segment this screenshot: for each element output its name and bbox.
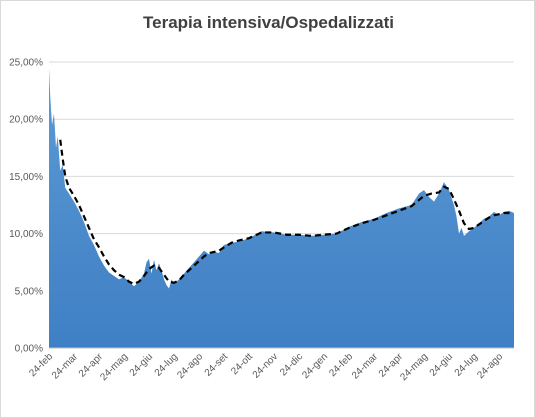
x-tick-label: 24-mar xyxy=(50,351,81,382)
y-tick-label: 5,00% xyxy=(15,286,43,297)
x-tick-label: 24-giu xyxy=(428,351,455,378)
x-tick-label: 24-mag xyxy=(398,351,430,383)
area-series xyxy=(49,67,514,348)
y-tick-label: 20,00% xyxy=(9,115,43,126)
x-tick-label: 24-ago xyxy=(475,351,505,381)
chart-title: Terapia intensiva/Ospedalizzati xyxy=(143,13,394,32)
x-tick-label: 24-mar xyxy=(350,351,381,382)
x-tick-label: 24-set xyxy=(203,351,231,379)
x-tick-label: 24-mag xyxy=(98,351,130,383)
x-tick-label: 24-ago xyxy=(175,351,205,381)
y-tick-label: 0,00% xyxy=(15,344,43,355)
y-tick-label: 10,00% xyxy=(9,229,43,240)
trend-line xyxy=(59,139,513,286)
x-tick-label: 24-nov xyxy=(251,351,280,380)
x-tick-label: 24-giu xyxy=(128,351,155,378)
y-tick-label: 25,00% xyxy=(9,58,43,69)
y-tick-label: 15,00% xyxy=(9,172,43,183)
x-tick-label: 24-gen xyxy=(300,351,330,381)
